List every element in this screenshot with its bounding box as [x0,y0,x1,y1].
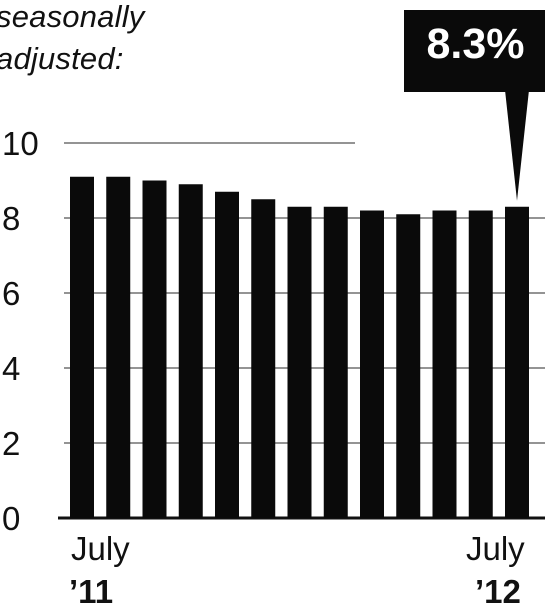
bar-5 [251,199,276,518]
bar-6 [287,206,312,518]
y-tick-label: 2 [2,425,20,462]
bar-2 [142,180,167,518]
bar-9 [396,214,421,518]
y-tick-label: 10 [2,125,39,162]
x-label-start-month: July [71,530,130,567]
callout-pointer [505,90,529,201]
y-tick-label: 0 [2,500,20,537]
x-label-end-month: July [466,530,525,567]
callout-value: 8.3% [426,20,525,68]
y-tick-label: 8 [2,200,20,237]
bar-10 [432,210,457,518]
callout-box [404,10,545,92]
bar-12 [505,206,529,518]
bar-4 [215,191,239,518]
x-label-start-year: ’11 [69,573,114,610]
bar-0 [70,176,94,518]
subtitle-line-2: adjusted: [0,41,124,76]
bar-8 [360,210,384,518]
subtitle-line-1: seasonally [0,0,145,34]
bar-1 [106,176,131,518]
y-tick-label: 4 [2,350,20,387]
bar-3 [178,184,203,518]
bar-11 [468,210,493,518]
x-label-end-year: ’12 [475,573,521,610]
y-tick-label: 6 [2,275,20,312]
bar-7 [323,206,348,518]
